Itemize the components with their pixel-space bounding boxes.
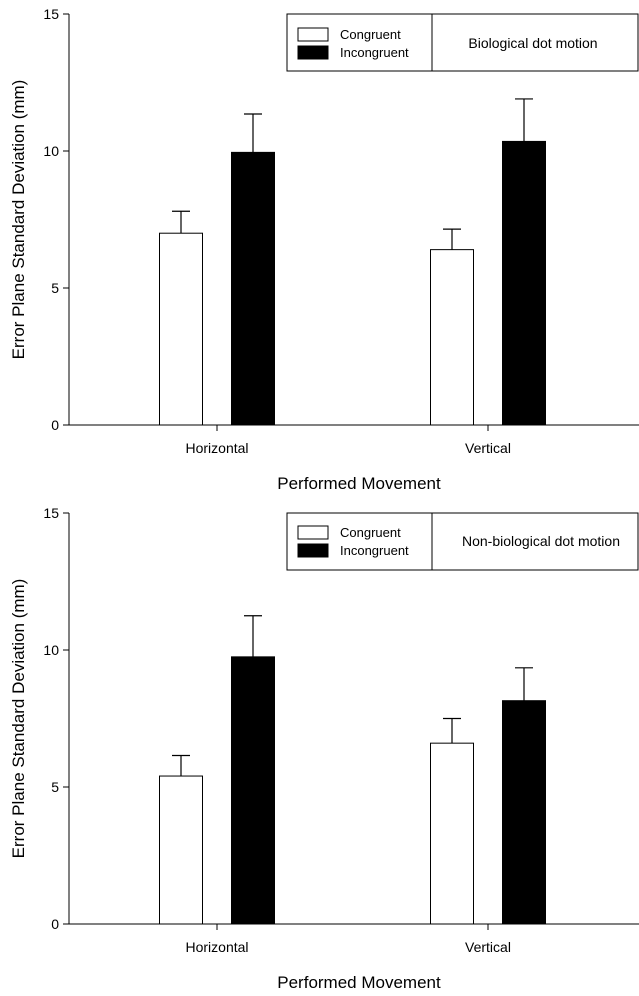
y-tick-label: 0: [51, 916, 59, 932]
x-tick-label: Vertical: [465, 440, 511, 456]
bar: [430, 249, 474, 426]
chart-title: Non-biological dot motion: [462, 533, 620, 549]
y-tick-label: 10: [43, 143, 59, 159]
bar: [231, 656, 275, 925]
x-axis-title: Performed Movement: [277, 474, 441, 493]
legend-label: Congruent: [340, 27, 401, 42]
legend-box: [286, 13, 639, 72]
x-axis-title: Performed Movement: [277, 973, 441, 991]
chart-panel-1: 0 5 10 15 Horizontal Vertical Congruent Incongr…: [9, 6, 639, 493]
y-tick-label: 15: [43, 6, 59, 22]
bar: [502, 700, 546, 925]
legend-label: Incongruent: [340, 543, 409, 558]
legend-label: Incongruent: [340, 45, 409, 60]
bar: [159, 232, 203, 426]
legend-box: [286, 512, 639, 571]
legend-swatch: [297, 27, 329, 42]
chart-title: Biological dot motion: [468, 35, 597, 51]
y-axis-title: Error Plane Standard Deviation (mm): [9, 80, 28, 360]
y-tick-label: 5: [51, 280, 59, 296]
x-tick-label: Vertical: [465, 939, 511, 955]
x-tick-label: Horizontal: [185, 939, 248, 955]
y-tick-label: 0: [51, 417, 59, 433]
x-tick-label: Horizontal: [185, 440, 248, 456]
bar: [231, 151, 275, 426]
legend-label: Congruent: [340, 525, 401, 540]
bar: [502, 140, 546, 426]
y-tick-label: 10: [43, 642, 59, 658]
y-axis-title: Error Plane Standard Deviation (mm): [9, 579, 28, 859]
legend-swatch: [297, 525, 329, 540]
bar: [430, 742, 474, 925]
y-tick-label: 5: [51, 779, 59, 795]
y-tick-label: 15: [43, 505, 59, 521]
legend-swatch: [297, 45, 329, 60]
bar: [159, 775, 203, 925]
chart-panel-2: 0 5 10 15 Horizontal Vertical Congruent Incongr…: [9, 505, 639, 992]
legend-swatch: [297, 543, 329, 558]
